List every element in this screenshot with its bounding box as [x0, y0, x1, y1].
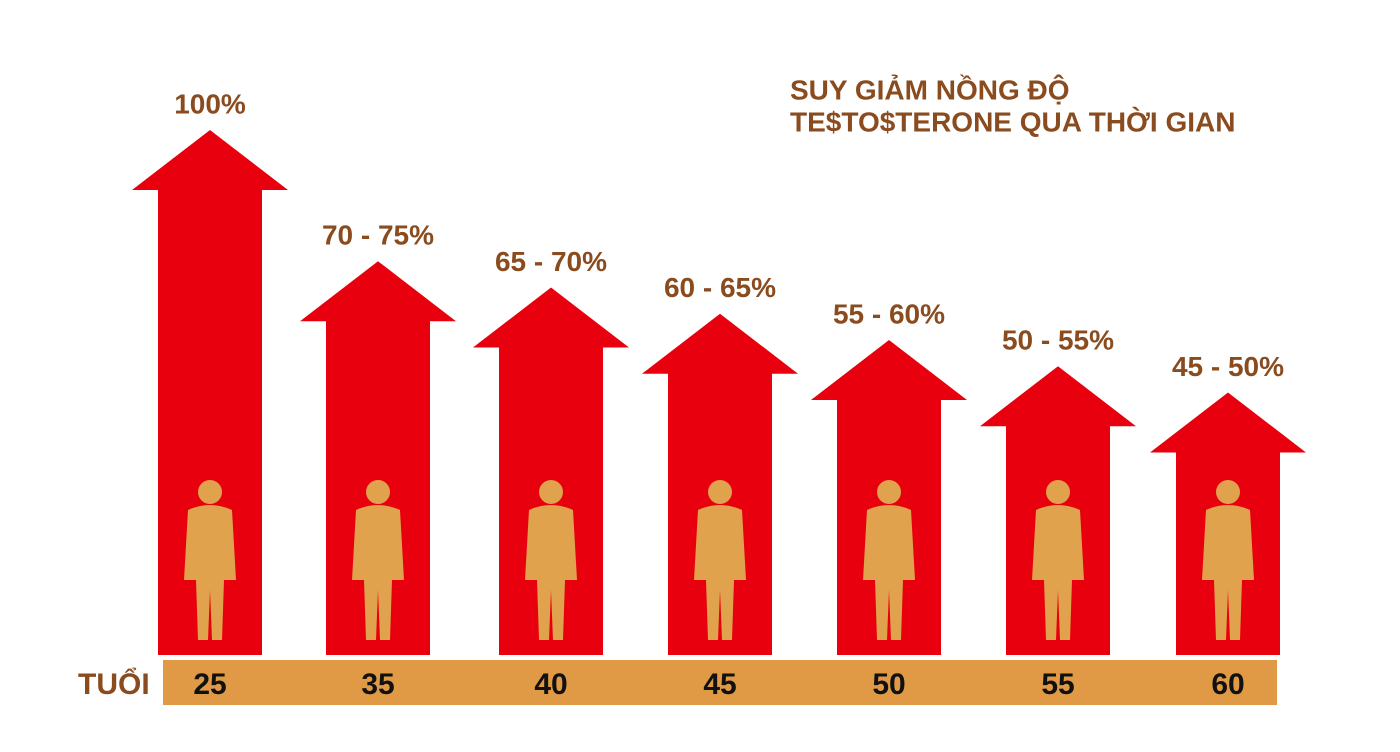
- silhouette: [1202, 480, 1254, 640]
- chart-title: TE$TO$TERONE QUA THỜI GIAN: [790, 106, 1235, 137]
- chart-title: SUY GIẢM NỒNG ĐỘ: [790, 73, 1070, 105]
- silhouette-body: [694, 505, 746, 640]
- silhouette: [1032, 480, 1084, 640]
- silhouette-body: [1202, 505, 1254, 640]
- silhouette: [863, 480, 915, 640]
- silhouette: [525, 480, 577, 640]
- silhouette-body: [1032, 505, 1084, 640]
- age-band: [163, 660, 1277, 705]
- silhouette-body: [184, 505, 236, 640]
- value-label: 100%: [174, 88, 246, 119]
- x-tick-label: 25: [193, 668, 226, 701]
- silhouette-head: [1046, 480, 1070, 504]
- x-tick-label: 55: [1041, 668, 1074, 701]
- value-label: 70 - 75%: [322, 220, 434, 251]
- silhouette-head: [1216, 480, 1240, 504]
- value-label: 60 - 65%: [664, 272, 776, 303]
- silhouette-head: [366, 480, 390, 504]
- silhouette-head: [708, 480, 732, 504]
- x-axis-label: TUỔI: [78, 667, 150, 701]
- x-tick-label: 50: [872, 668, 905, 701]
- silhouette-body: [525, 505, 577, 640]
- silhouette: [694, 480, 746, 640]
- value-label: 45 - 50%: [1172, 351, 1284, 382]
- silhouette-head: [198, 480, 222, 504]
- silhouette-body: [352, 505, 404, 640]
- x-tick-label: 40: [534, 668, 567, 701]
- arrow: [300, 261, 456, 655]
- value-label: 55 - 60%: [833, 298, 945, 329]
- silhouette-head: [539, 480, 563, 504]
- x-tick-label: 60: [1211, 668, 1244, 701]
- silhouette: [352, 480, 404, 640]
- value-label: 50 - 55%: [1002, 325, 1114, 356]
- silhouette-head: [877, 480, 901, 504]
- value-label: 65 - 70%: [495, 246, 607, 277]
- silhouette: [184, 480, 236, 640]
- x-tick-label: 35: [361, 668, 394, 701]
- arrow: [473, 287, 629, 655]
- silhouette-body: [863, 505, 915, 640]
- arrow: [132, 130, 288, 655]
- x-tick-label: 45: [703, 668, 736, 701]
